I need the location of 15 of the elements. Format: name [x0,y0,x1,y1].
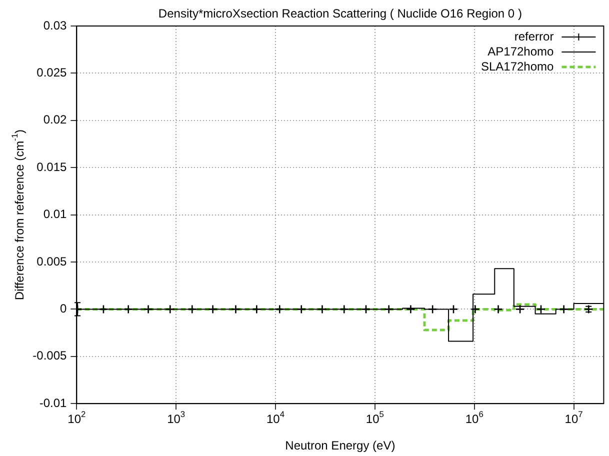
y-tick-label: 0.03 [43,18,67,32]
y-tick-label: 0.005 [36,254,67,268]
y-tick-label: 0.025 [36,66,67,80]
y-tick-label: -0.01 [39,396,67,410]
x-axis-title: Neutron Energy (eV) [285,438,396,452]
y-axis-title: Difference from reference (cm-1) [10,129,26,300]
y-tick-label: 0.01 [43,207,67,222]
y-tick-label: 0.015 [36,160,67,174]
y-tick-label: 0 [60,302,67,316]
chart-title: Density*microXsection Reaction Scattering ( Nuclide O16 Region 0 ) [158,6,522,20]
legend-label: SLA172homo [480,59,554,74]
y-tick-label: -0.005 [32,348,67,363]
legend-label: referror [514,29,554,44]
legend-label: AP172homo [488,44,554,58]
y-tick-label: 0.02 [43,112,67,127]
